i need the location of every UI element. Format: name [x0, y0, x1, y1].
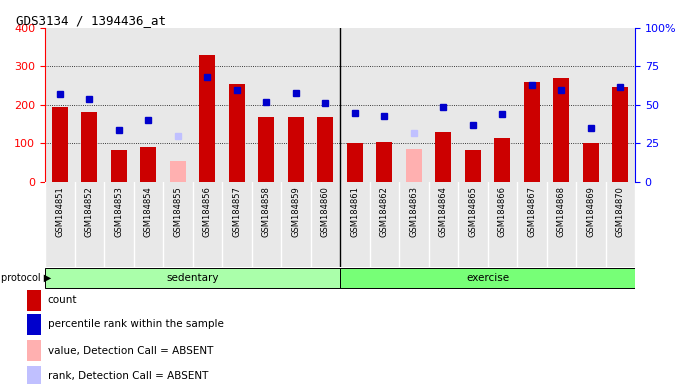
Bar — [488, 28, 517, 182]
Text: GSM184861: GSM184861 — [350, 186, 359, 237]
Text: exercise: exercise — [466, 273, 509, 283]
Text: GDS3134 / 1394436_at: GDS3134 / 1394436_at — [16, 14, 165, 27]
Text: value, Detection Call = ABSENT: value, Detection Call = ABSENT — [48, 346, 213, 356]
Bar — [281, 28, 311, 182]
Bar — [435, 132, 452, 182]
Text: GSM184851: GSM184851 — [55, 186, 64, 237]
Bar — [547, 28, 576, 182]
Bar — [169, 161, 186, 182]
Text: GSM184864: GSM184864 — [439, 186, 447, 237]
Bar — [458, 28, 488, 182]
Bar — [524, 82, 540, 182]
Bar — [27, 340, 41, 361]
Bar — [81, 111, 97, 182]
Bar — [163, 28, 192, 182]
Bar — [27, 314, 41, 334]
Bar — [583, 143, 599, 182]
Bar — [369, 28, 399, 182]
Text: percentile rank within the sample: percentile rank within the sample — [48, 319, 224, 329]
Bar — [605, 28, 635, 182]
Text: GSM184865: GSM184865 — [469, 186, 477, 237]
Text: GSM184859: GSM184859 — [291, 186, 301, 237]
Bar — [464, 150, 481, 182]
Bar — [199, 55, 216, 182]
Bar — [347, 143, 363, 182]
Text: GSM184863: GSM184863 — [409, 186, 418, 237]
Bar — [340, 268, 635, 288]
Bar — [553, 78, 569, 182]
Text: count: count — [48, 295, 77, 305]
Text: GSM184862: GSM184862 — [379, 186, 389, 237]
Bar — [192, 28, 222, 182]
Bar — [111, 150, 127, 182]
Bar — [317, 118, 333, 182]
Bar — [75, 28, 104, 182]
Text: protocol ▶: protocol ▶ — [1, 273, 52, 283]
Text: GSM184852: GSM184852 — [85, 186, 94, 237]
Text: GSM184866: GSM184866 — [498, 186, 507, 237]
Bar — [258, 118, 274, 182]
Bar — [406, 149, 422, 182]
Text: GSM184860: GSM184860 — [321, 186, 330, 237]
Text: sedentary: sedentary — [166, 273, 219, 283]
Bar — [494, 138, 511, 182]
Text: rank, Detection Call = ABSENT: rank, Detection Call = ABSENT — [48, 371, 208, 381]
Text: GSM184856: GSM184856 — [203, 186, 211, 237]
Bar — [612, 86, 628, 182]
Bar — [428, 28, 458, 182]
Text: GSM184868: GSM184868 — [557, 186, 566, 237]
Bar — [311, 28, 340, 182]
Bar — [27, 290, 41, 311]
Bar — [228, 84, 245, 182]
Text: GSM184854: GSM184854 — [143, 186, 153, 237]
Bar — [576, 28, 605, 182]
Bar — [27, 366, 41, 384]
Bar — [140, 147, 156, 182]
Text: GSM184858: GSM184858 — [262, 186, 271, 237]
Bar — [340, 28, 369, 182]
Text: GSM184857: GSM184857 — [233, 186, 241, 237]
Text: GSM184867: GSM184867 — [527, 186, 537, 237]
Text: GSM184855: GSM184855 — [173, 186, 182, 237]
Bar — [222, 28, 252, 182]
Bar — [45, 268, 340, 288]
Bar — [252, 28, 281, 182]
Bar — [288, 118, 304, 182]
Bar — [104, 28, 133, 182]
Text: GSM184870: GSM184870 — [616, 186, 625, 237]
Text: GSM184853: GSM184853 — [114, 186, 123, 237]
Bar — [45, 28, 75, 182]
Bar — [133, 28, 163, 182]
Bar — [517, 28, 547, 182]
Bar — [399, 28, 428, 182]
Bar — [376, 142, 392, 182]
Text: GSM184869: GSM184869 — [586, 186, 595, 237]
Bar — [52, 107, 68, 182]
